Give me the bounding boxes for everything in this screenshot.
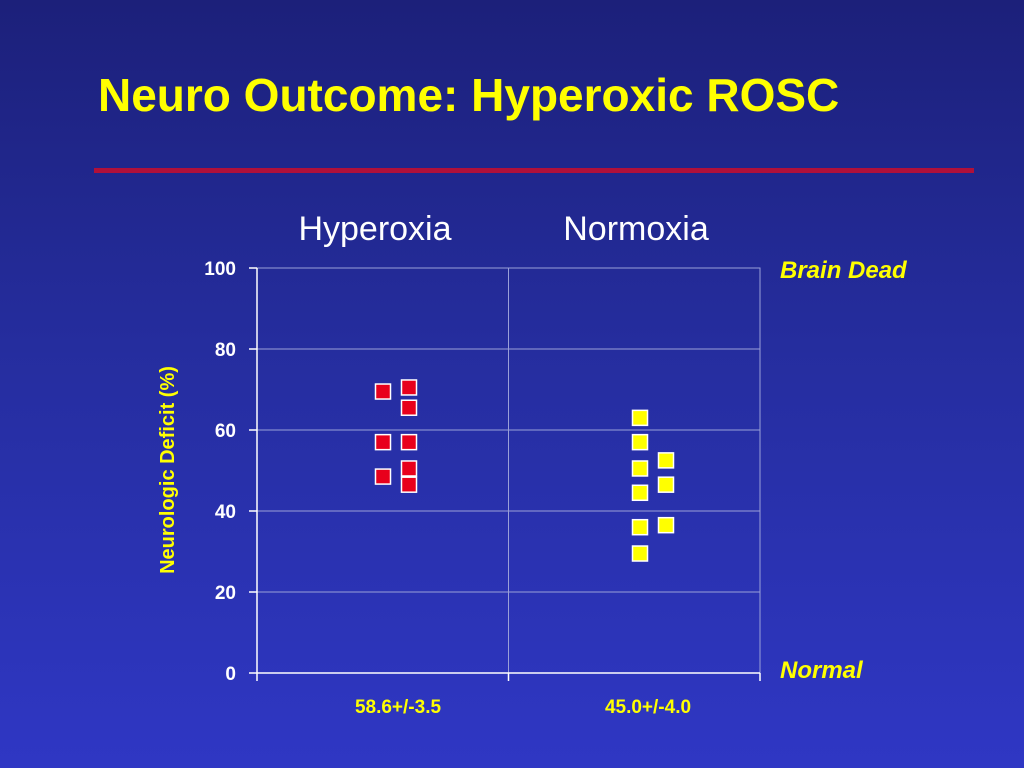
data-point xyxy=(631,460,649,477)
data-point xyxy=(631,518,649,536)
y-tick-label: 100 xyxy=(204,259,236,280)
y-tick-label: 60 xyxy=(215,421,236,442)
data-point xyxy=(657,452,675,469)
data-point xyxy=(374,433,392,451)
chart-text: 0 20 40 60 80 100 Hyperoxia Normoxia 58.6+/-3.5 4… xyxy=(157,210,908,718)
data-point xyxy=(657,476,675,493)
data-point xyxy=(400,476,418,493)
data-point xyxy=(400,433,418,451)
data-point xyxy=(374,383,392,400)
data-point xyxy=(657,516,675,534)
data-point xyxy=(374,468,392,485)
title-divider xyxy=(94,168,974,173)
y-tick-label: 40 xyxy=(215,502,236,523)
y-axis-label: Neurologic Deficit (%) xyxy=(157,366,179,574)
data-point xyxy=(400,460,418,477)
category-header: Normoxia xyxy=(563,210,709,248)
y-tick-label: 20 xyxy=(215,583,236,604)
category-header: Hyperoxia xyxy=(298,210,451,248)
data-point xyxy=(631,545,649,562)
axis-layer xyxy=(249,267,761,681)
data-point xyxy=(631,433,649,451)
summary-label: 58.6+/-3.5 xyxy=(355,697,442,718)
data-point xyxy=(400,379,418,396)
grid-layer xyxy=(256,267,761,674)
data-point xyxy=(631,409,649,427)
data-point xyxy=(631,484,649,502)
y-tick-label: 0 xyxy=(225,664,236,685)
slide-title: Neuro Outcome: Hyperoxic ROSC xyxy=(98,69,840,121)
summary-label: 45.0+/-4.0 xyxy=(605,697,691,718)
data-point xyxy=(400,399,418,416)
y-tick-label: 80 xyxy=(215,340,236,361)
data-points xyxy=(374,379,675,562)
annotation-top: Brain Dead xyxy=(780,257,908,284)
annotation-bottom: Normal xyxy=(780,657,864,684)
